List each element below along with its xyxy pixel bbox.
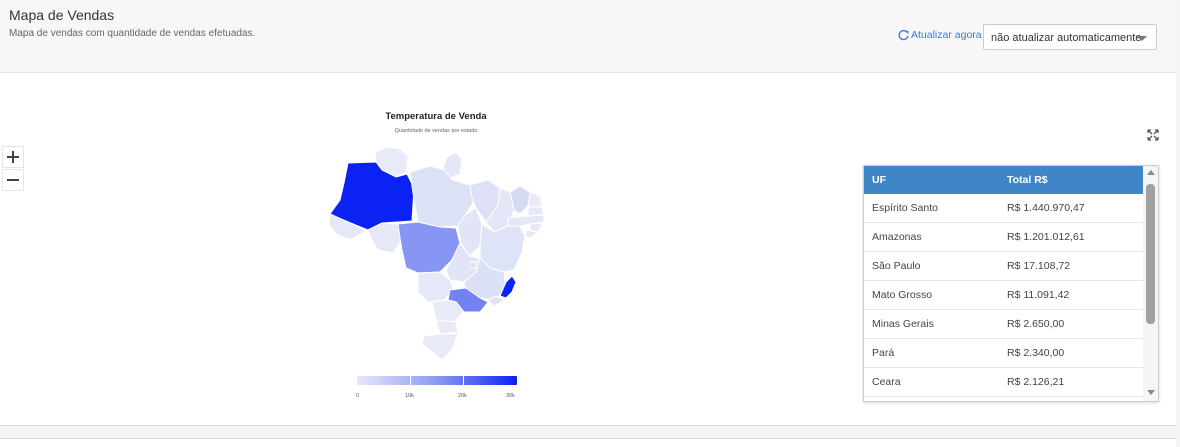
page-header: Mapa de Vendas Mapa de vendas com quanti…: [0, 0, 1176, 73]
cell-uf: Pará: [864, 338, 1007, 368]
state-santa-catarina[interactable]: [435, 319, 459, 335]
map-title: Temperatura de Venda: [385, 111, 487, 122]
table-scrollbar[interactable]: [1143, 166, 1158, 401]
minus-icon: [7, 179, 19, 181]
sales-table-container: UF Total R$ Espírito Santo R$ 1.440.970,…: [863, 165, 1159, 402]
cell-total: R$ 2.340,00: [1007, 338, 1143, 368]
state-paraiba[interactable]: [527, 206, 545, 217]
cell-uf: São Paulo: [864, 251, 1007, 281]
cell-uf: Amazonas: [864, 222, 1007, 252]
state-rio-de-janeiro[interactable]: [487, 295, 506, 307]
auto-refresh-select[interactable]: não atualizar automaticamente: [983, 24, 1157, 50]
table-row[interactable]: Espírito Santo R$ 1.440.970,47: [864, 194, 1143, 223]
map-subtitle: Quantidade de vendas por estado: [394, 128, 478, 134]
cell-total: R$ 1.201.012,61: [1007, 222, 1143, 252]
table-row[interactable]: Pará R$ 2.340,00: [864, 338, 1143, 368]
cell-uf: Minas Gerais: [864, 309, 1007, 339]
scroll-up-icon[interactable]: [1147, 170, 1155, 175]
state-rondonia[interactable]: [367, 222, 403, 254]
cell-total: R$ 1.440.970,47: [1007, 194, 1143, 223]
state-tocantins[interactable]: [457, 207, 483, 257]
state-bahia[interactable]: [479, 223, 526, 273]
refresh-button[interactable]: Atualizar agora: [898, 29, 982, 41]
fullscreen-icon[interactable]: [1147, 129, 1159, 141]
legend-tick: 30k: [506, 393, 515, 399]
cell-uf: Mato Grosso: [864, 280, 1007, 310]
scroll-down-icon[interactable]: [1147, 390, 1155, 395]
cell-uf: Espírito Santo: [864, 194, 1007, 223]
column-header-total[interactable]: Total R$: [1007, 166, 1143, 194]
table-row[interactable]: São Paulo R$ 17.108,72: [864, 251, 1143, 281]
legend-divider: [410, 376, 411, 385]
state-distrito-federal[interactable]: [469, 261, 477, 269]
zoom-out-button[interactable]: [2, 169, 24, 191]
column-header-uf[interactable]: UF: [864, 166, 1007, 194]
legend-tick: 10k: [405, 393, 414, 399]
chevron-down-icon: [1137, 36, 1147, 41]
cell-total: R$ 2.126,21: [1007, 367, 1143, 397]
zoom-in-button[interactable]: [2, 146, 24, 168]
brazil-map: [328, 146, 545, 361]
cell-total: R$ 11.091,42: [1007, 280, 1143, 310]
state-sergipe[interactable]: [524, 229, 539, 239]
refresh-label: Atualizar agora: [911, 29, 982, 41]
state-acre[interactable]: [328, 213, 368, 241]
table-row[interactable]: Mato Grosso R$ 11.091,42: [864, 280, 1143, 310]
legend-tick: 0: [356, 393, 360, 399]
table-row[interactable]: Minas Gerais R$ 2.650,00: [864, 309, 1143, 339]
legend-bar: [357, 376, 517, 385]
state-rio-grande-do-sul[interactable]: [421, 333, 459, 361]
page-title: Mapa de Vendas: [9, 7, 115, 23]
state-rio-grande-do-norte[interactable]: [527, 191, 543, 208]
state-alagoas[interactable]: [529, 222, 544, 233]
state-mato-grosso[interactable]: [397, 221, 461, 274]
state-espirito-santo[interactable]: [499, 275, 517, 299]
cell-total: R$ 2.650,00: [1007, 309, 1143, 339]
next-panel-edge: [0, 438, 1176, 447]
auto-refresh-value: não atualizar automaticamente: [991, 32, 1142, 44]
state-para[interactable]: [409, 165, 477, 228]
table-header-row: UF Total R$: [864, 166, 1143, 194]
refresh-icon: [898, 29, 909, 40]
table-row[interactable]: Ceara R$ 2.126,21: [864, 367, 1143, 397]
table-row[interactable]: Amazonas R$ 1.201.012,61: [864, 222, 1143, 252]
cell-uf: Ceara: [864, 367, 1007, 397]
scrollbar-thumb[interactable]: [1146, 184, 1155, 324]
sales-table: UF Total R$ Espírito Santo R$ 1.440.970,…: [864, 166, 1143, 397]
legend-tick: 20k: [458, 393, 467, 399]
legend-divider: [463, 376, 464, 385]
cell-total: R$ 17.108,72: [1007, 251, 1143, 281]
page-subtitle: Mapa de vendas com quantidade de vendas …: [9, 28, 256, 39]
plus-icon: [7, 151, 19, 163]
